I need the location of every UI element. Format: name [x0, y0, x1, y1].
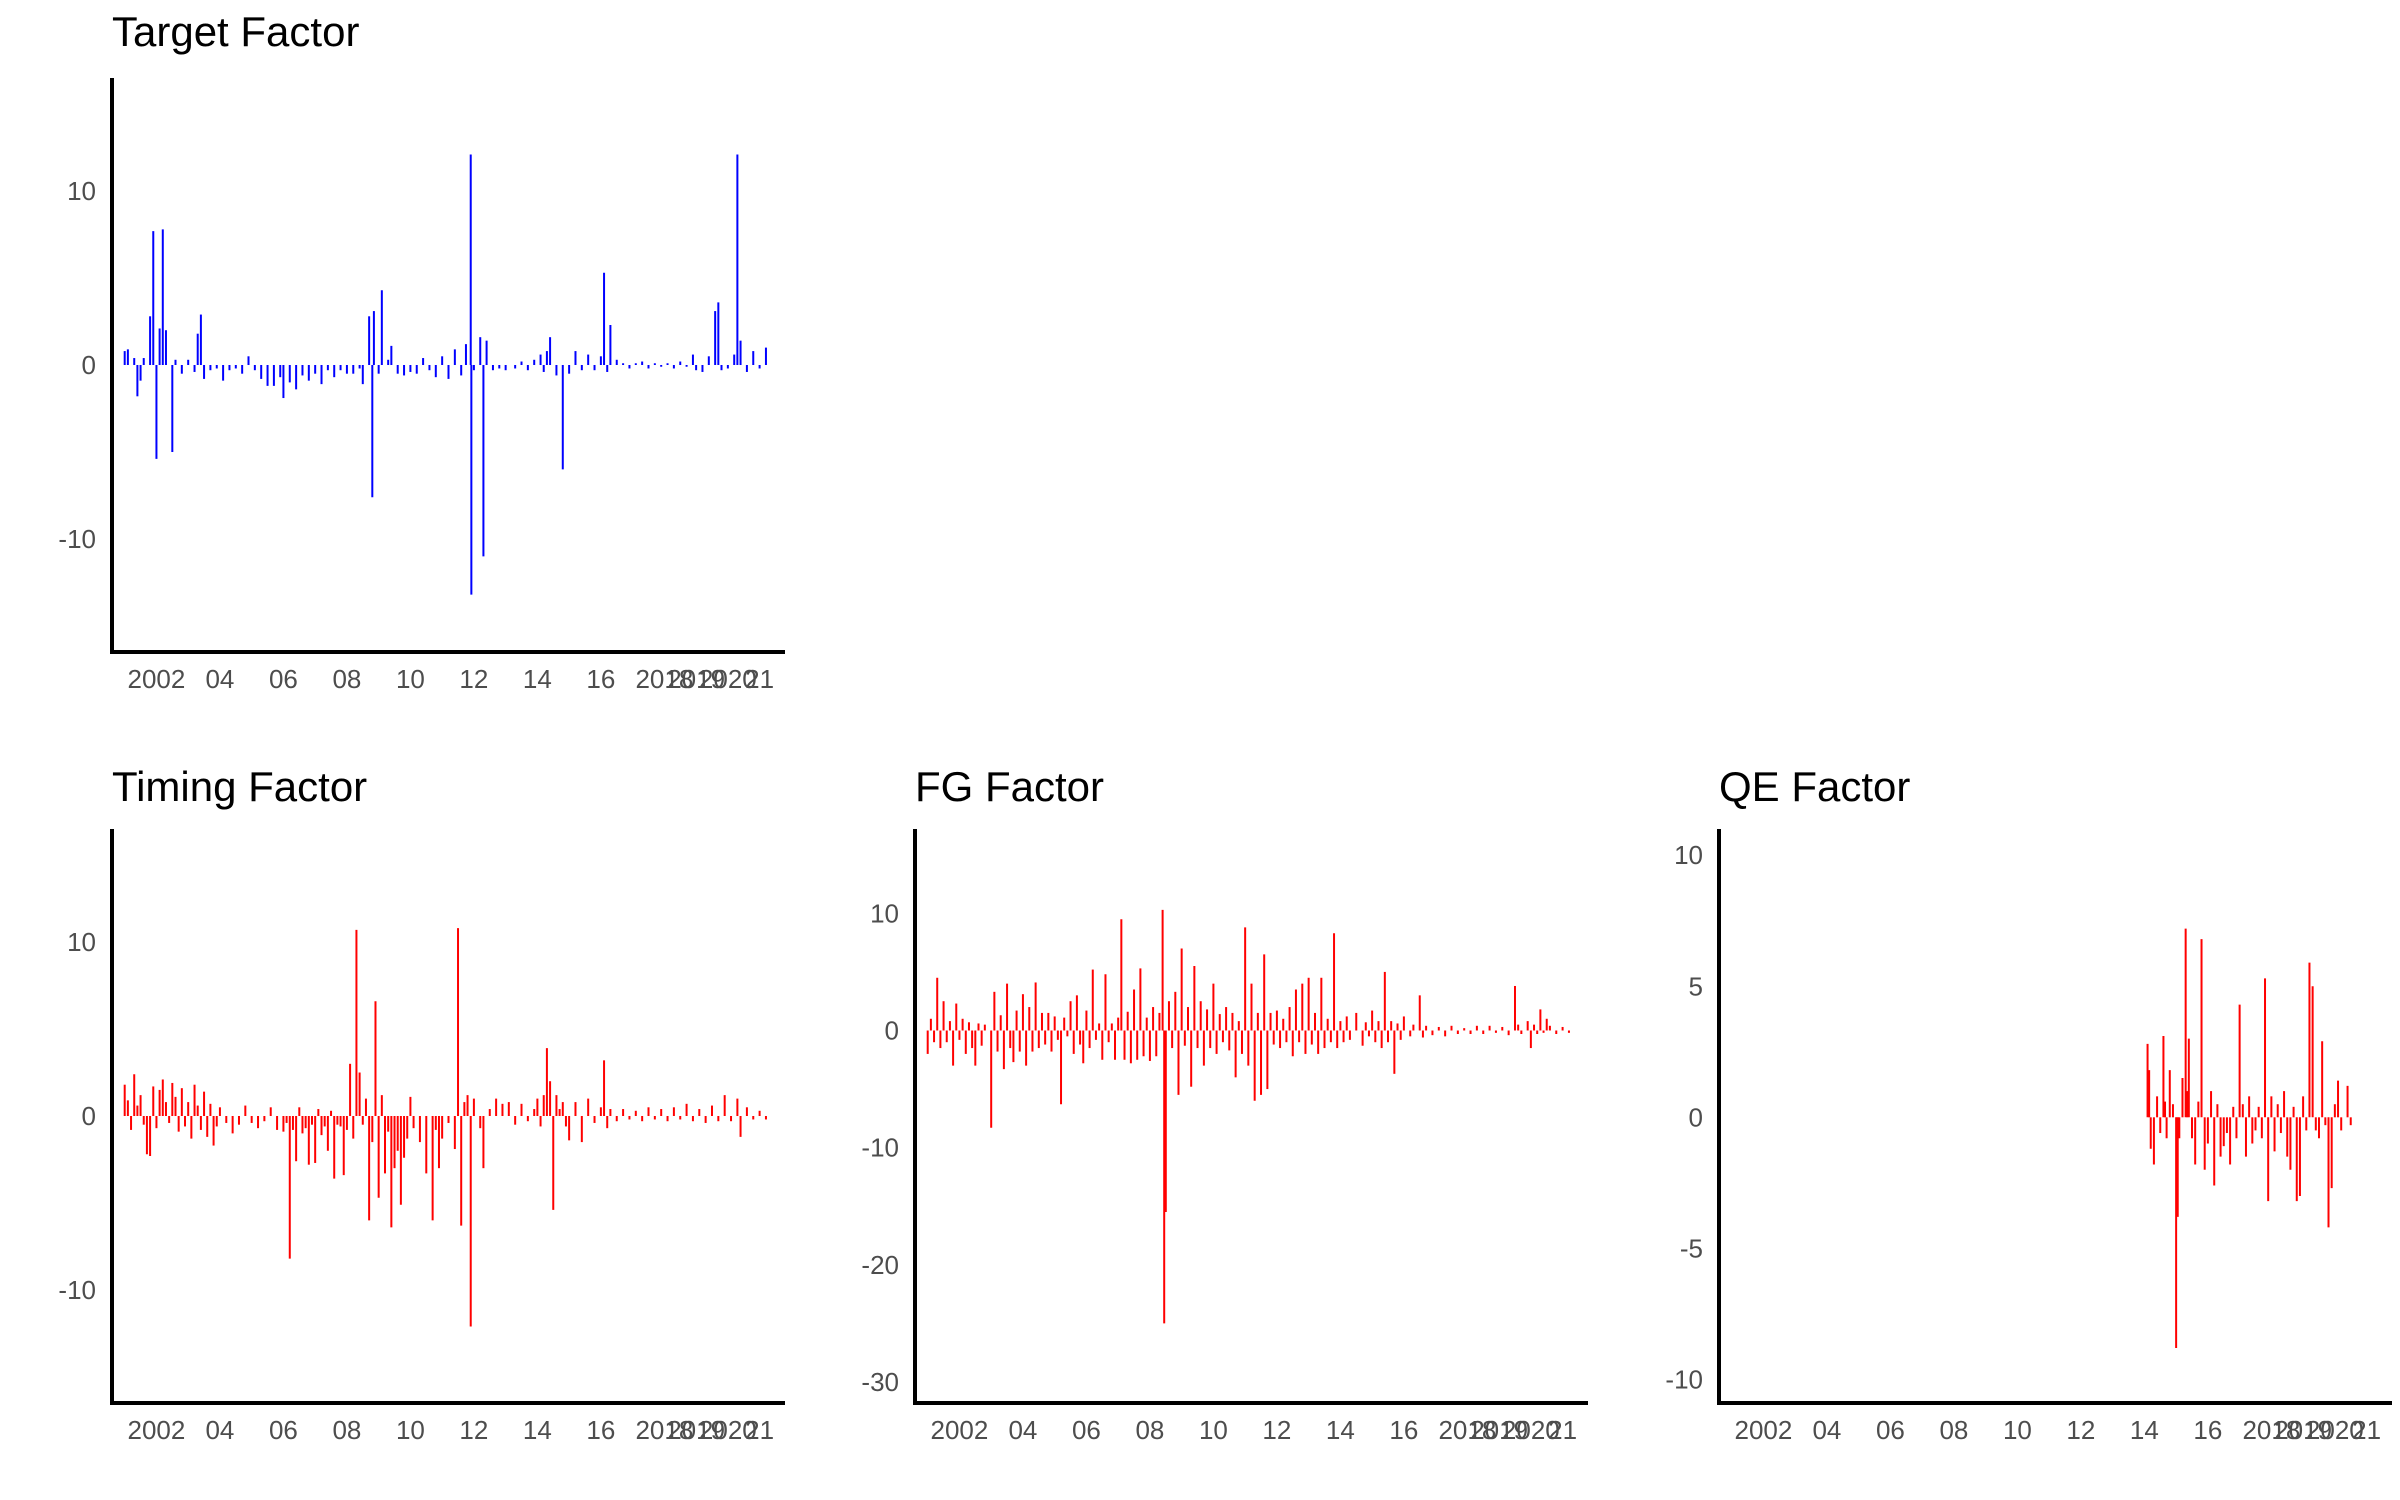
y-tick-label: 0	[885, 1015, 899, 1045]
y-tick-label: 0	[82, 350, 96, 380]
x-tick-label: 21	[1548, 1415, 1577, 1445]
x-tick-label: 21	[745, 664, 774, 694]
x-tick-label: 2002	[1735, 1415, 1793, 1445]
x-tick-label: 16	[1389, 1415, 1418, 1445]
x-tick-label: 2018	[635, 1415, 693, 1445]
y-tick-label: 10	[1674, 840, 1703, 870]
x-tick-label: 12	[1262, 1415, 1291, 1445]
x-tick-label: 2019	[667, 1415, 725, 1445]
target-factor-title: Target Factor	[112, 8, 360, 55]
y-tick-label: -30	[861, 1367, 899, 1397]
x-tick-label: 2020	[2306, 1415, 2364, 1445]
x-tick-label: 2018	[2242, 1415, 2300, 1445]
x-tick-label: 10	[396, 664, 425, 694]
y-tick-label: 10	[870, 898, 899, 928]
x-tick-label: 08	[1135, 1415, 1164, 1445]
y-tick-label: 5	[1689, 971, 1703, 1001]
x-tick-label: 04	[1008, 1415, 1037, 1445]
y-tick-label: 10	[67, 927, 96, 957]
x-tick-label: 14	[1326, 1415, 1355, 1445]
x-tick-label: 06	[269, 664, 298, 694]
x-tick-label: 14	[523, 1415, 552, 1445]
qe-factor-title: QE Factor	[1719, 763, 1911, 810]
x-tick-label: 2019	[1470, 1415, 1528, 1445]
x-tick-label: 08	[332, 664, 361, 694]
y-tick-label: -10	[1665, 1364, 1703, 1394]
x-tick-label: 08	[1939, 1415, 1968, 1445]
x-tick-label: 2002	[931, 1415, 989, 1445]
x-tick-label: 16	[2193, 1415, 2222, 1445]
x-tick-label: 04	[205, 1415, 234, 1445]
x-tick-label: 10	[2003, 1415, 2032, 1445]
y-tick-label: -10	[861, 1133, 899, 1163]
x-tick-label: 06	[269, 1415, 298, 1445]
x-tick-label: 16	[586, 664, 615, 694]
qe-factor-plot: -10 -5 0 5 10 2002 04 06 08 10 12 14 16 2018201920202…	[1665, 829, 2392, 1445]
x-tick-label: 04	[205, 664, 234, 694]
fg-factor-title: FG Factor	[915, 763, 1105, 810]
x-tick-label: 2019	[2274, 1415, 2332, 1445]
x-tick-label: 04	[1812, 1415, 1841, 1445]
x-tick-label: 2020	[699, 1415, 757, 1445]
x-tick-label: 12	[459, 664, 488, 694]
y-tick-label: -10	[58, 524, 96, 554]
x-tick-label: 10	[1199, 1415, 1228, 1445]
y-tick-label: 0	[1689, 1102, 1703, 1132]
x-tick-label: 06	[1876, 1415, 1905, 1445]
y-tick-label: 10	[67, 176, 96, 206]
x-tick-label: 2020	[1502, 1415, 1560, 1445]
timing-factor-title: Timing Factor	[112, 763, 368, 810]
x-tick-label: 16	[586, 1415, 615, 1445]
x-tick-label: 21	[745, 1415, 774, 1445]
fg-factor-panel: FG Factor -30 -20 -10 0 10 2002 04 06 08 10 12 14 16…	[800, 755, 1600, 1495]
target-factor-panel: Target Factor -10 0 10 2002 04 06 08 10 12 14 16 20…	[0, 0, 800, 740]
x-tick-label: 2002	[128, 664, 186, 694]
x-tick-label: 12	[2066, 1415, 2095, 1445]
x-tick-label: 14	[523, 664, 552, 694]
x-tick-label: 2019	[667, 664, 725, 694]
x-tick-label: 21	[2352, 1415, 2381, 1445]
qe-factor-panel: QE Factor -10 -5 0 5 10 2002 04 06 08 10 12 14 16 201…	[1600, 755, 2400, 1495]
fg-factor-plot: -30 -20 -10 0 10 2002 04 06 08 10 12 14 16 2018201920…	[861, 829, 1588, 1445]
x-tick-label: 12	[459, 1415, 488, 1445]
x-tick-label: 14	[2130, 1415, 2159, 1445]
y-tick-label: -20	[861, 1250, 899, 1280]
x-tick-label: 10	[396, 1415, 425, 1445]
y-tick-label: -5	[1680, 1233, 1703, 1263]
x-tick-label: 2018	[635, 664, 693, 694]
x-tick-label: 08	[332, 1415, 361, 1445]
timing-factor-panel: Timing Factor -10 0 10 2002 04 06 08 10 12 14 16 20…	[0, 755, 800, 1495]
x-tick-label: 06	[1072, 1415, 1101, 1445]
x-tick-label: 2002	[128, 1415, 186, 1445]
x-tick-label: 2020	[699, 664, 757, 694]
x-tick-label: 2018	[1438, 1415, 1496, 1445]
y-tick-label: 0	[82, 1101, 96, 1131]
y-tick-label: -10	[58, 1275, 96, 1305]
